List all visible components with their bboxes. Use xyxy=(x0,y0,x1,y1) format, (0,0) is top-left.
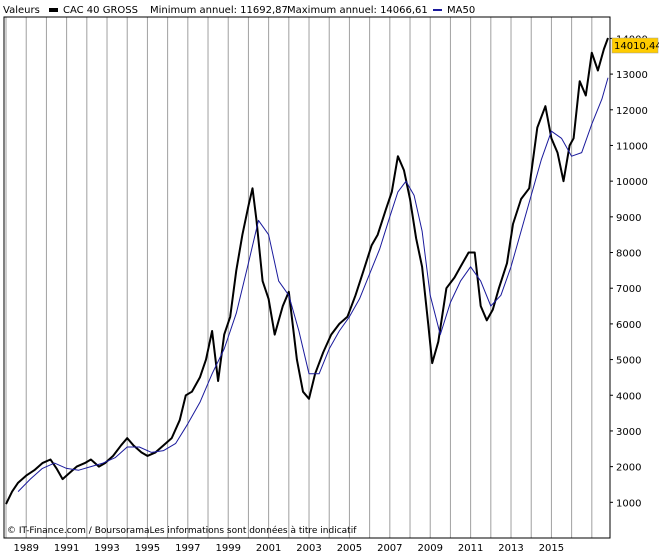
x-tick-label-1991: 1991 xyxy=(54,543,79,554)
y-tick-label-10000: 10000 xyxy=(616,177,648,188)
y-tick-label-5000: 5000 xyxy=(616,356,641,367)
price-legend-swatch xyxy=(49,8,58,12)
y-tick-label-7000: 7000 xyxy=(616,284,641,295)
ma50-line xyxy=(17,77,609,492)
ma-legend-swatch xyxy=(433,9,442,11)
y-tick-label-4000: 4000 xyxy=(616,391,641,402)
y-tick-label-1000: 1000 xyxy=(616,498,641,509)
x-tick-label-1995: 1995 xyxy=(135,543,160,554)
chart-header: Valeurs CAC 40 GROSS Minimum annuel: 116… xyxy=(3,5,475,16)
y-tick-label-8000: 8000 xyxy=(616,249,641,260)
x-tick-label-2001: 2001 xyxy=(256,543,281,554)
x-tick-label-2005: 2005 xyxy=(337,543,362,554)
y-tick-label-6000: 6000 xyxy=(616,320,641,331)
series-layer xyxy=(5,37,609,505)
x-tick-label-2009: 2009 xyxy=(417,543,442,554)
min-annual-label: Minimum annuel: 11692,87 xyxy=(150,5,288,16)
price-legend-label: CAC 40 GROSS xyxy=(63,5,138,16)
x-tick-label-2003: 2003 xyxy=(296,543,321,554)
grid-lines xyxy=(5,17,593,538)
last-value-label: 14010,44 xyxy=(614,41,659,52)
y-tick-label-9000: 9000 xyxy=(616,213,641,224)
max-annual-label: Maximum annuel: 14066,61 xyxy=(287,5,428,16)
y-tick-label-12000: 12000 xyxy=(616,106,648,117)
y-axis-tick-labels: 1000 2000 3000 4000 5000 6000 7000 8000 9000 1000… xyxy=(610,34,648,509)
x-tick-label-2011: 2011 xyxy=(458,543,483,554)
x-tick-label-1989: 1989 xyxy=(13,543,38,554)
price-line xyxy=(5,37,609,505)
x-tick-label-2015: 2015 xyxy=(539,543,564,554)
footer-credit: © IT-Finance.com / BoursoramaLes informa… xyxy=(7,525,357,536)
ma-legend-label: MA50 xyxy=(447,5,475,16)
x-tick-label-2013: 2013 xyxy=(498,543,523,554)
y-tick-label-2000: 2000 xyxy=(616,463,641,474)
x-tick-label-1993: 1993 xyxy=(94,543,119,554)
last-value-badge-bg xyxy=(611,37,659,54)
y-tick-label-13000: 13000 xyxy=(616,70,648,81)
x-axis-tick-labels: 1989 1991 1993 1995 1997 1999 2001 2003 2005 2007… xyxy=(13,543,564,554)
x-tick-label-2007: 2007 xyxy=(377,543,402,554)
valeurs-label: Valeurs xyxy=(3,5,40,16)
x-tick-label-1999: 1999 xyxy=(215,543,240,554)
y-tick-label-11000: 11000 xyxy=(616,141,648,152)
last-value-badge: 14010,44 xyxy=(611,37,659,54)
y-tick-label-3000: 3000 xyxy=(616,427,641,438)
x-tick-label-1997: 1997 xyxy=(175,543,200,554)
plot-frame xyxy=(3,16,611,539)
